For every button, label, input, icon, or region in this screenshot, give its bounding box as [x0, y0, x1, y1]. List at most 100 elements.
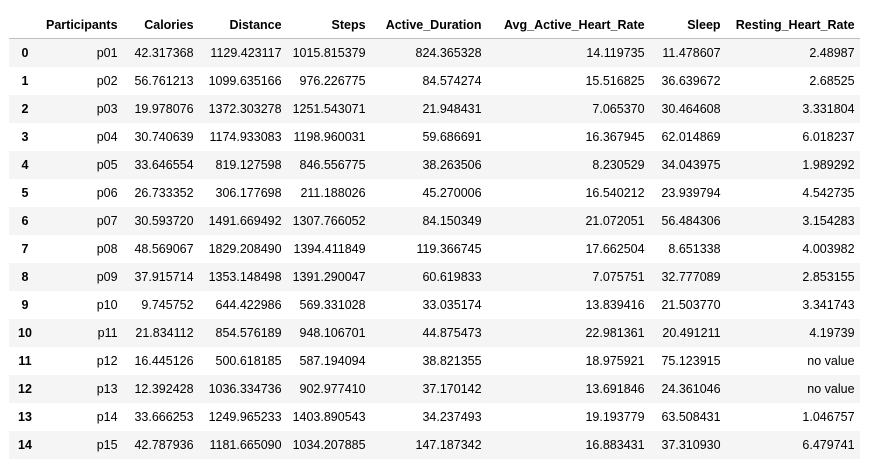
table-cell: 14.119735 — [486, 38, 650, 67]
table-cell: 569.331028 — [286, 291, 371, 319]
table-cell: 75.123915 — [649, 347, 726, 375]
table-cell: 32.777089 — [649, 263, 726, 291]
table-cell: 19.978076 — [122, 95, 199, 123]
table-cell: 644.422986 — [198, 291, 287, 319]
table-cell: 6.479741 — [725, 431, 860, 459]
row-index: 3 — [9, 123, 41, 151]
table-row: 4 p05 33.646554 819.127598 846.556775 38.2635… — [9, 151, 860, 179]
table-cell: 1174.933083 — [198, 123, 287, 151]
table-cell: p15 — [41, 431, 123, 459]
table-cell: 1249.965233 — [198, 403, 287, 431]
table-cell: 1391.290047 — [286, 263, 371, 291]
row-index: 10 — [9, 319, 41, 347]
table-cell: 60.619833 — [370, 263, 487, 291]
table-cell: p03 — [41, 95, 123, 123]
table-cell: p04 — [41, 123, 123, 151]
table-row: 3 p04 30.740639 1174.933083 1198.960031 59.68… — [9, 123, 860, 151]
column-header: Sleep — [649, 12, 726, 39]
table-cell: 12.392428 — [122, 375, 199, 403]
table-cell: 1129.423117 — [198, 38, 287, 67]
table-cell: 2.68525 — [725, 67, 860, 95]
row-index: 13 — [9, 403, 41, 431]
row-index: 0 — [9, 38, 41, 67]
column-header: Active_Duration — [370, 12, 487, 39]
table-row: 13 p14 33.666253 1249.965233 1403.890543 34.2… — [9, 403, 860, 431]
column-header: Steps — [286, 12, 371, 39]
table-cell: 16.445126 — [122, 347, 199, 375]
table-cell: 26.733352 — [122, 179, 199, 207]
table-cell: 4.19739 — [725, 319, 860, 347]
table-cell: 33.666253 — [122, 403, 199, 431]
table-cell: 1251.543071 — [286, 95, 371, 123]
dataframe-output: Participants Calories Distance Steps Active_… — [9, 12, 860, 459]
table-cell: p09 — [41, 263, 123, 291]
table-cell: 33.646554 — [122, 151, 199, 179]
table-cell: 1099.635166 — [198, 67, 287, 95]
table-cell: p07 — [41, 207, 123, 235]
table-cell: 20.491211 — [649, 319, 726, 347]
table-cell: 948.106701 — [286, 319, 371, 347]
table-cell: 16.367945 — [486, 123, 650, 151]
table-cell: 63.508431 — [649, 403, 726, 431]
row-index: 12 — [9, 375, 41, 403]
table-cell: 48.569067 — [122, 235, 199, 263]
table-cell: 4.542735 — [725, 179, 860, 207]
table-cell: 84.150349 — [370, 207, 487, 235]
table-cell: 24.361046 — [649, 375, 726, 403]
table-cell: 1036.334736 — [198, 375, 287, 403]
table-cell: 1198.960031 — [286, 123, 371, 151]
table-row: 1 p02 56.761213 1099.635166 976.226775 84.574… — [9, 67, 860, 95]
table-cell: 18.975921 — [486, 347, 650, 375]
table-cell: 11.478607 — [649, 38, 726, 67]
dataframe-table: Participants Calories Distance Steps Active_… — [9, 12, 860, 459]
table-cell: 8.230529 — [486, 151, 650, 179]
table-cell: 6.018237 — [725, 123, 860, 151]
table-cell: 1.046757 — [725, 403, 860, 431]
table-cell: 23.939794 — [649, 179, 726, 207]
table-cell: 1394.411849 — [286, 235, 371, 263]
row-index: 14 — [9, 431, 41, 459]
table-cell: 824.365328 — [370, 38, 487, 67]
table-cell: 33.035174 — [370, 291, 487, 319]
table-cell: 22.981361 — [486, 319, 650, 347]
table-body: 0 p01 42.317368 1129.423117 1015.815379 824.3… — [9, 38, 860, 459]
table-cell: 819.127598 — [198, 151, 287, 179]
table-cell: 19.193779 — [486, 403, 650, 431]
table-cell: 30.464608 — [649, 95, 726, 123]
table-row: 0 p01 42.317368 1129.423117 1015.815379 824.3… — [9, 38, 860, 67]
table-cell: 902.977410 — [286, 375, 371, 403]
table-row: 10 p11 21.834112 854.576189 948.106701 44.875… — [9, 319, 860, 347]
table-cell: 45.270006 — [370, 179, 487, 207]
column-header: Calories — [122, 12, 199, 39]
column-header: Avg_Active_Heart_Rate — [486, 12, 650, 39]
table-header: Participants Calories Distance Steps Active_… — [9, 12, 860, 39]
index-header — [9, 12, 41, 39]
table-cell: p08 — [41, 235, 123, 263]
table-cell: p14 — [41, 403, 123, 431]
table-cell: p11 — [41, 319, 123, 347]
table-row: 11 p12 16.445126 500.618185 587.194094 38.821… — [9, 347, 860, 375]
table-cell: 21.503770 — [649, 291, 726, 319]
table-cell: p02 — [41, 67, 123, 95]
header-row: Participants Calories Distance Steps Active_… — [9, 12, 860, 39]
table-cell: 8.651338 — [649, 235, 726, 263]
table-row: 2 p03 19.978076 1372.303278 1251.543071 21.94… — [9, 95, 860, 123]
table-cell: 3.331804 — [725, 95, 860, 123]
table-cell: 1015.815379 — [286, 38, 371, 67]
table-cell: 211.188026 — [286, 179, 371, 207]
column-header: Resting_Heart_Rate — [725, 12, 860, 39]
table-cell: 3.154283 — [725, 207, 860, 235]
table-cell: 854.576189 — [198, 319, 287, 347]
table-row: 5 p06 26.733352 306.177698 211.188026 45.2700… — [9, 179, 860, 207]
table-cell: no value — [725, 347, 860, 375]
row-index: 4 — [9, 151, 41, 179]
table-cell: 37.310930 — [649, 431, 726, 459]
table-cell: 1491.669492 — [198, 207, 287, 235]
table-cell: 17.662504 — [486, 235, 650, 263]
table-cell: 1372.303278 — [198, 95, 287, 123]
table-cell: 7.075751 — [486, 263, 650, 291]
row-index: 8 — [9, 263, 41, 291]
table-cell: 21.072051 — [486, 207, 650, 235]
table-cell: 21.834112 — [122, 319, 199, 347]
table-row: 6 p07 30.593720 1491.669492 1307.766052 84.15… — [9, 207, 860, 235]
